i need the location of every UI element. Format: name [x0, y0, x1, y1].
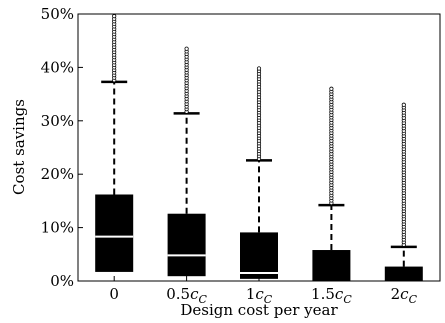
x-tick-subscript: C — [409, 293, 418, 306]
x-tick-coefficient: 0.5 — [166, 285, 190, 303]
y-tick-label: 50% — [41, 5, 74, 23]
x-tick-label: 0 — [109, 285, 119, 303]
x-tick-coefficient: 0 — [109, 285, 119, 303]
box-body — [240, 232, 278, 279]
x-tick-subscript: C — [343, 293, 352, 306]
x-tick-label: 2cC — [391, 285, 418, 306]
x-tick-symbol: c — [335, 285, 344, 303]
x-tick-subscript: C — [264, 293, 273, 306]
y-tick-label: 30% — [41, 112, 74, 130]
outlier-point — [329, 86, 334, 91]
outlier-point — [184, 46, 189, 51]
x-tick-label: 1.5cC — [311, 285, 352, 306]
outlier-group — [401, 102, 406, 247]
outlier-group — [112, 14, 117, 83]
x-tick-coefficient: 2 — [391, 285, 401, 303]
box-body — [384, 266, 423, 281]
box-body — [95, 194, 134, 272]
plot-frame — [77, 13, 441, 282]
outlier-point — [112, 14, 117, 19]
outlier-group — [329, 86, 334, 206]
x-axis-label: Design cost per year — [180, 301, 338, 319]
outlier-group — [184, 46, 189, 114]
y-tick-label: 40% — [41, 58, 74, 76]
x-tick-subscript: C — [199, 293, 208, 306]
outlier-point — [401, 102, 406, 107]
x-tick-label: 1cC — [246, 285, 273, 306]
y-tick-label: 10% — [41, 219, 74, 237]
box-body — [167, 213, 206, 277]
outlier-point — [256, 66, 262, 71]
x-tick-label: 0.5cC — [166, 285, 207, 306]
x-tick-coefficient: 1.5 — [311, 285, 335, 303]
x-tick-symbol: c — [255, 285, 264, 303]
x-tick-symbol: c — [400, 285, 409, 303]
x-tick-symbol: c — [190, 285, 199, 303]
outlier-group — [256, 66, 262, 161]
y-axis-label: Cost savings — [10, 99, 28, 195]
y-tick-label: 20% — [41, 165, 74, 183]
box-body — [312, 250, 351, 281]
y-tick-label: 0% — [50, 272, 74, 290]
x-tick-coefficient: 1 — [246, 285, 256, 303]
